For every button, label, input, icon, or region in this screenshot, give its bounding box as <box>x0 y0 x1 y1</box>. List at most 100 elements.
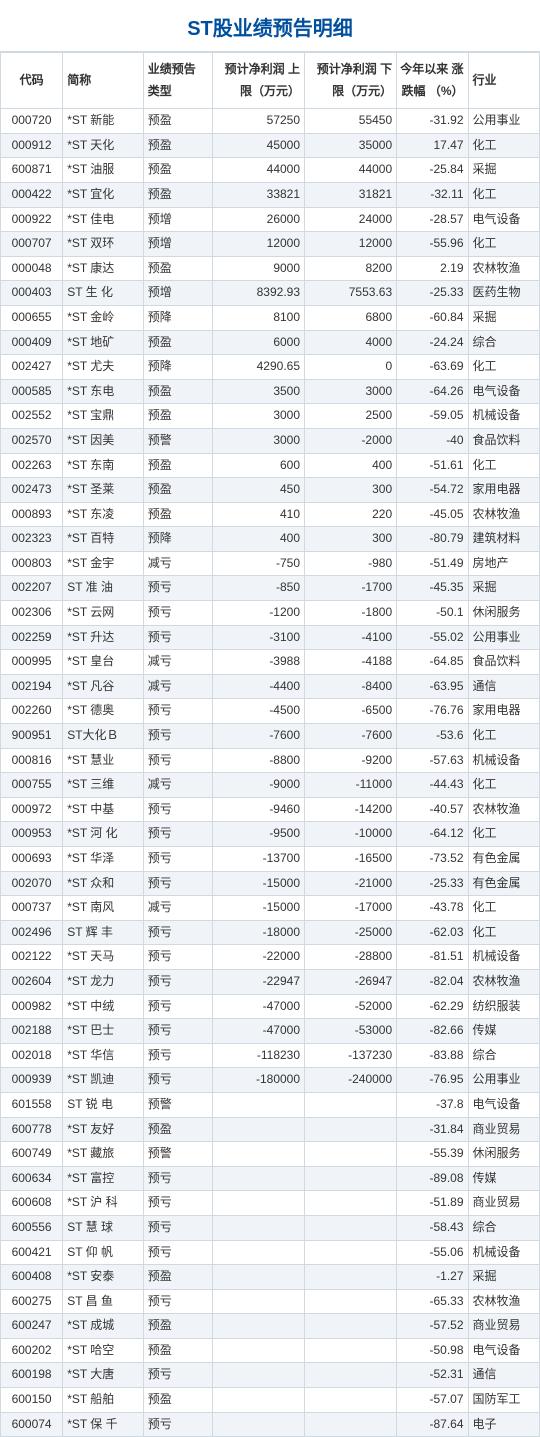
cell-type: 预亏 <box>143 1166 212 1191</box>
cell-name: *ST 金宇 <box>63 551 144 576</box>
cell-lower: -26947 <box>305 969 397 994</box>
table-row: 600247*ST 成城预盈-57.52商业贸易 <box>1 1314 540 1339</box>
table-row: 000720*ST 新能预盈5725055450-31.92公用事业 <box>1 109 540 134</box>
cell-code: 600074 <box>1 1412 63 1437</box>
table-title: ST股业绩预告明细 <box>0 0 540 52</box>
cell-lower <box>305 1338 397 1363</box>
cell-lower: -1700 <box>305 576 397 601</box>
cell-code: 002496 <box>1 920 63 945</box>
cell-upper: 4290.65 <box>212 355 304 380</box>
table-row: 601558ST 锐 电预警-37.8电气设备 <box>1 1092 540 1117</box>
cell-upper: -18000 <box>212 920 304 945</box>
cell-code: 000737 <box>1 896 63 921</box>
cell-industry: 休闲服务 <box>468 1142 539 1167</box>
table-row: 000048*ST 康达预盈900082002.19农林牧渔 <box>1 256 540 281</box>
cell-type: 预亏 <box>143 969 212 994</box>
cell-name: *ST 巴士 <box>63 1019 144 1044</box>
cell-industry: 化工 <box>468 822 539 847</box>
cell-upper: 400 <box>212 527 304 552</box>
cell-name: ST大化Ｂ <box>63 724 144 749</box>
cell-lower: 3000 <box>305 379 397 404</box>
cell-code: 600408 <box>1 1265 63 1290</box>
cell-code: 002018 <box>1 1043 63 1068</box>
cell-name: *ST 因美 <box>63 428 144 453</box>
cell-type: 预盈 <box>143 453 212 478</box>
cell-upper: -9000 <box>212 773 304 798</box>
cell-name: *ST 南风 <box>63 896 144 921</box>
cell-code: 002070 <box>1 871 63 896</box>
cell-upper <box>212 1166 304 1191</box>
cell-name: *ST 尤夫 <box>63 355 144 380</box>
cell-upper: 450 <box>212 478 304 503</box>
cell-change: 17.47 <box>397 133 468 158</box>
cell-lower <box>305 1191 397 1216</box>
cell-upper: -47000 <box>212 994 304 1019</box>
table-row: 002188*ST 巴士预亏-47000-53000-82.66传媒 <box>1 1019 540 1044</box>
cell-code: 000922 <box>1 207 63 232</box>
table-row: 000655*ST 金岭预降81006800-60.84采掘 <box>1 305 540 330</box>
header-change: 今年以来 涨跌幅 （%） <box>397 53 468 109</box>
table-row: 600202*ST 哈空预盈-50.98电气设备 <box>1 1338 540 1363</box>
table-row: 002207ST 准 油预亏-850-1700-45.35采掘 <box>1 576 540 601</box>
cell-type: 预警 <box>143 1092 212 1117</box>
cell-type: 预亏 <box>143 699 212 724</box>
cell-lower: -10000 <box>305 822 397 847</box>
cell-code: 600275 <box>1 1289 63 1314</box>
cell-lower: -980 <box>305 551 397 576</box>
cell-name: *ST 百特 <box>63 527 144 552</box>
cell-upper: 33821 <box>212 182 304 207</box>
cell-change: -50.98 <box>397 1338 468 1363</box>
cell-change: -55.39 <box>397 1142 468 1167</box>
cell-name: *ST 康达 <box>63 256 144 281</box>
cell-type: 预亏 <box>143 1215 212 1240</box>
cell-code: 002207 <box>1 576 63 601</box>
cell-code: 600778 <box>1 1117 63 1142</box>
cell-code: 000912 <box>1 133 63 158</box>
cell-industry: 化工 <box>468 920 539 945</box>
cell-industry: 农林牧渔 <box>468 502 539 527</box>
cell-type: 预盈 <box>143 1338 212 1363</box>
cell-type: 预盈 <box>143 1117 212 1142</box>
cell-upper: -15000 <box>212 871 304 896</box>
cell-name: *ST 东电 <box>63 379 144 404</box>
cell-lower: -17000 <box>305 896 397 921</box>
cell-upper <box>212 1388 304 1413</box>
cell-code: 000655 <box>1 305 63 330</box>
cell-type: 预亏 <box>143 822 212 847</box>
cell-code: 600247 <box>1 1314 63 1339</box>
cell-lower <box>305 1215 397 1240</box>
table-row: 000972*ST 中基预亏-9460-14200-40.57农林牧渔 <box>1 797 540 822</box>
cell-change: -62.03 <box>397 920 468 945</box>
cell-upper <box>212 1412 304 1437</box>
cell-industry: 机械设备 <box>468 945 539 970</box>
cell-upper: -850 <box>212 576 304 601</box>
table-row: 002070*ST 众和预亏-15000-21000-25.33有色金属 <box>1 871 540 896</box>
cell-industry: 采掘 <box>468 158 539 183</box>
cell-lower <box>305 1314 397 1339</box>
cell-lower: 31821 <box>305 182 397 207</box>
cell-change: -58.43 <box>397 1215 468 1240</box>
table-row: 000585*ST 东电预盈35003000-64.26电气设备 <box>1 379 540 404</box>
cell-lower <box>305 1289 397 1314</box>
table-row: 600871*ST 油服预盈4400044000-25.84采掘 <box>1 158 540 183</box>
cell-code: 000403 <box>1 281 63 306</box>
cell-upper <box>212 1142 304 1167</box>
cell-industry: 农林牧渔 <box>468 1289 539 1314</box>
cell-code: 002188 <box>1 1019 63 1044</box>
cell-type: 预亏 <box>143 920 212 945</box>
table-body: 000720*ST 新能预盈5725055450-31.92公用事业000912… <box>1 109 540 1437</box>
cell-change: -63.69 <box>397 355 468 380</box>
cell-type: 预亏 <box>143 1412 212 1437</box>
cell-name: *ST 天化 <box>63 133 144 158</box>
cell-industry: 农林牧渔 <box>468 256 539 281</box>
cell-upper: -4400 <box>212 674 304 699</box>
cell-lower: 0 <box>305 355 397 380</box>
cell-industry: 化工 <box>468 724 539 749</box>
cell-code: 600634 <box>1 1166 63 1191</box>
cell-upper <box>212 1289 304 1314</box>
cell-lower: -25000 <box>305 920 397 945</box>
cell-code: 000816 <box>1 748 63 773</box>
cell-change: -55.96 <box>397 232 468 257</box>
header-upper: 预计净利润 上限（万元） <box>212 53 304 109</box>
cell-lower: -53000 <box>305 1019 397 1044</box>
